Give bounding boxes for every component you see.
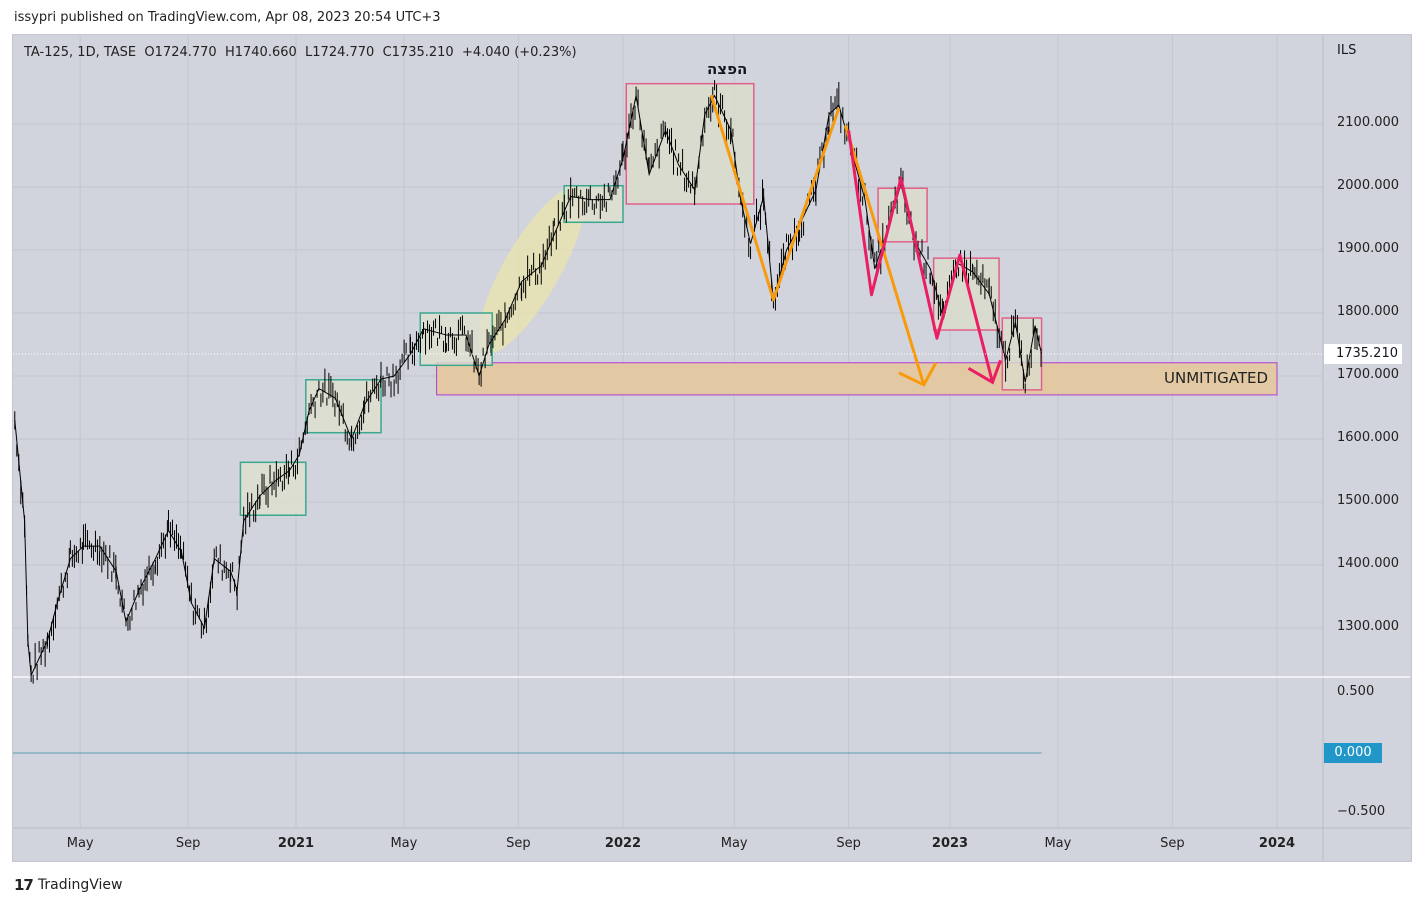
time-tick-label: Sep [506, 836, 531, 851]
time-tick-label: May [720, 836, 748, 851]
legend-high: H1740.660 [224, 45, 297, 60]
pink-arrowhead-icon [967, 359, 1002, 385]
price-tick-label: 1600.000 [1337, 430, 1400, 445]
orange-arrowhead-icon [898, 362, 938, 387]
symbol-legend: TA-125, 1D, TASE O1724.770 H1740.660 L17… [24, 45, 577, 60]
last-price-label: 1735.210 [1324, 344, 1402, 364]
time-tick-label: Sep [1160, 836, 1185, 851]
legend-symbol: TA-125, 1D, TASE [24, 45, 137, 60]
unmitigated-zone [436, 362, 1278, 396]
chart-frame[interactable] [12, 34, 1412, 862]
legend-change: +4.040 (+0.23%) [461, 45, 577, 60]
time-tick-label: May [1044, 836, 1072, 851]
indicator-tick-label: 0.500 [1337, 684, 1375, 699]
legend-close: C1735.210 [382, 45, 454, 60]
price-bars [14, 80, 1042, 684]
time-tick-label: Sep [175, 836, 201, 851]
orange-trend-path [709, 94, 841, 302]
price-tick-label: 1900.000 [1337, 241, 1400, 256]
time-tick-label: May [390, 836, 418, 851]
price-tick-label: 1500.000 [1337, 493, 1400, 508]
currency-label: ILS [1337, 43, 1357, 58]
price-tick-label: 1700.000 [1337, 367, 1400, 382]
time-tick-label: 2021 [277, 836, 315, 851]
unmitigated-label: UNMITIGATED [1164, 369, 1269, 387]
price-tick-label: 1300.000 [1337, 619, 1400, 634]
brand-name: TradingView [37, 877, 123, 893]
pink-trend-path [847, 130, 994, 383]
price-tick-label: 2100.000 [1337, 115, 1400, 130]
legend-open: O1724.770 [144, 45, 217, 60]
time-tick-label: 2022 [604, 836, 642, 851]
price-tick-label: 2000.000 [1337, 178, 1400, 193]
time-tick-label: 2023 [931, 836, 969, 851]
time-tick-label: Sep [836, 836, 861, 851]
legend-low: L1724.770 [305, 45, 375, 60]
price-line [14, 94, 1043, 678]
distribution-box [625, 82, 755, 205]
time-tick-label: 2024 [1258, 836, 1296, 851]
tv-logo-icon: 17 [14, 876, 34, 894]
indicator-tick-label: −0.500 [1337, 804, 1386, 819]
publish-info: issypri published on TradingView.com, Ap… [14, 10, 441, 25]
indicator-zero-label: 0.000 [1324, 743, 1382, 763]
time-tick-label: May [66, 836, 94, 851]
consolidation-box [239, 461, 307, 516]
distribution-label: הפצה [707, 60, 748, 78]
price-tick-label: 1400.000 [1337, 556, 1400, 571]
tradingview-logo[interactable]: 17 TradingView [14, 876, 122, 894]
orange-trend-path [843, 124, 926, 386]
price-tick-label: 1800.000 [1337, 304, 1400, 319]
